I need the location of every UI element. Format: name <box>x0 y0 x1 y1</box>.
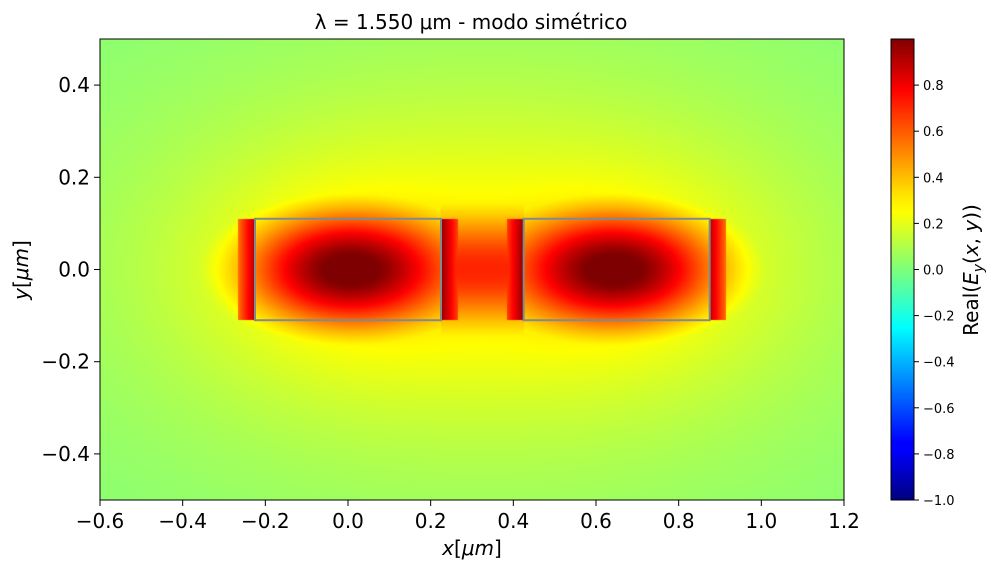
colorbar-tick-label: −0.8 <box>923 448 955 463</box>
x-tick-label: 1.2 <box>828 509 860 533</box>
colorbar-tick-label: 0.8 <box>923 79 944 94</box>
x-tick-label: −0.6 <box>76 509 125 533</box>
colorbar-tick-label: 0.6 <box>923 125 944 140</box>
y-axis-label: y[μm] <box>9 240 33 301</box>
waveguide-outlines <box>254 217 711 322</box>
colorbar-tick-label: 0.2 <box>923 217 944 232</box>
x-tick-label: 1.0 <box>745 509 777 533</box>
x-tick-label: 0.6 <box>580 509 612 533</box>
x-tick-label: 0.2 <box>415 509 447 533</box>
colorbar-ticks: 0.8 0.6 0.4 0.2 0.0 −0.2 −0.4 −0.6 −0.8 −1.0 <box>914 79 955 509</box>
colorbar-tick-label: 0.4 <box>923 171 944 186</box>
y-tick-label: 0.0 <box>58 258 90 282</box>
colorbar-tick-label: −0.2 <box>923 310 955 325</box>
waveguide-outline-2 <box>522 217 711 322</box>
chart-title: λ = 1.550 μm - modo simétrico <box>315 10 628 34</box>
colorbar <box>890 38 915 501</box>
x-tick-label: −0.2 <box>241 509 290 533</box>
x-axis-label: x[μm] <box>441 536 502 560</box>
colorbar-tick-label: −0.6 <box>923 402 955 417</box>
waveguide-outline-1 <box>254 217 442 322</box>
y-tick-label: −0.4 <box>41 442 90 466</box>
x-tick-label: −0.4 <box>158 509 207 533</box>
x-tick-label: 0.8 <box>663 509 695 533</box>
colorbar-tick-label: 0.0 <box>923 264 944 279</box>
colorbar-tick-label: −0.4 <box>923 356 955 371</box>
x-axis-ticks: −0.6 −0.4 −0.2 0.0 0.2 0.4 0.6 0.8 1.0 1.2 <box>76 500 860 533</box>
y-tick-label: 0.4 <box>58 73 90 97</box>
heatmap-area <box>100 39 844 500</box>
colorbar-tick-label: −1.0 <box>923 494 955 509</box>
y-tick-label: −0.2 <box>41 350 90 374</box>
y-tick-label: 0.2 <box>58 165 90 189</box>
colorbar-label: Real(Ey(x, y)) <box>959 204 987 336</box>
x-tick-label: 0.0 <box>332 509 364 533</box>
y-axis-ticks: 0.4 0.2 0.0 −0.2 −0.4 <box>41 73 100 466</box>
heatmap-canvas <box>100 39 844 500</box>
x-tick-label: 0.4 <box>497 509 529 533</box>
